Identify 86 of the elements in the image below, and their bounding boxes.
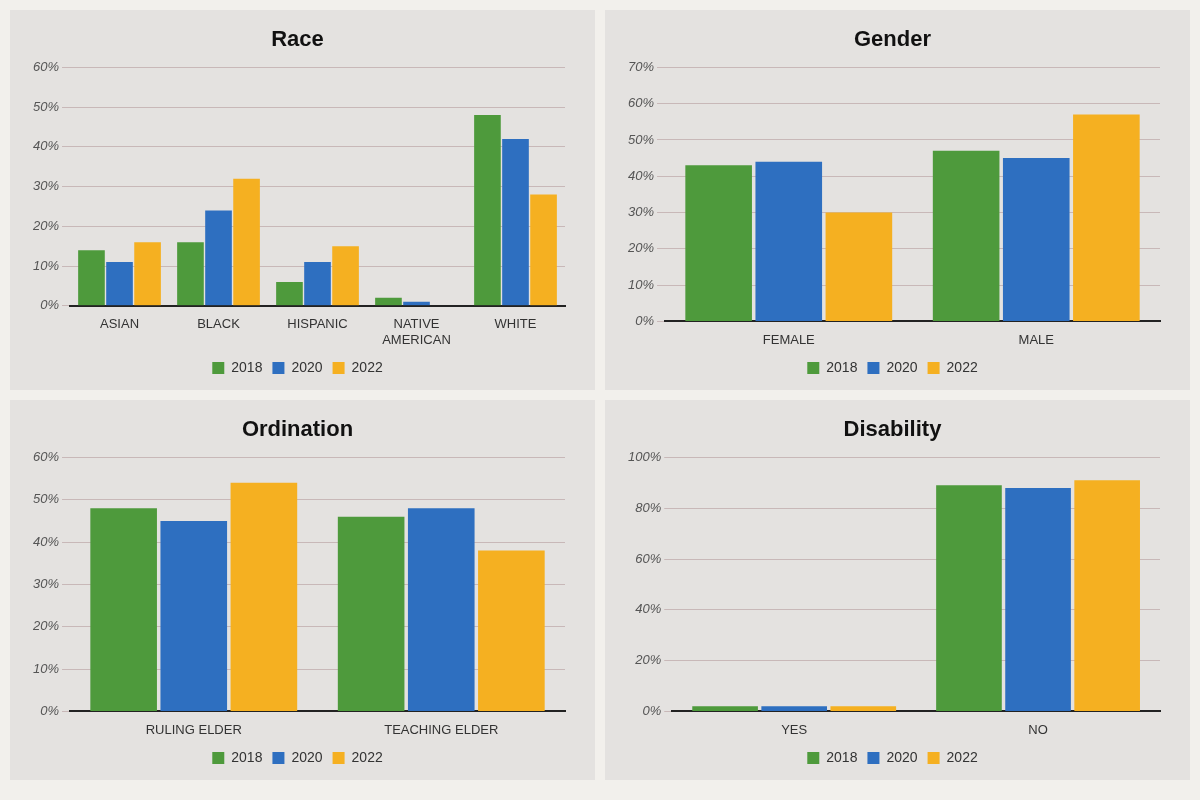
y-tick-label: 20% <box>626 240 655 256</box>
legend-label: 2018 <box>231 748 263 765</box>
legend-label: 2022 <box>351 358 383 375</box>
y-tick-label: 20% <box>634 652 662 668</box>
y-tick-label: 0% <box>40 297 60 313</box>
legend-label: 2020 <box>291 748 323 765</box>
y-tick-label: 0% <box>635 313 655 329</box>
bar <box>474 115 501 306</box>
y-tick-label: 0% <box>642 703 662 719</box>
x-tick-label: HISPANIC <box>287 316 348 332</box>
chart-title: Ordination <box>241 416 354 442</box>
y-tick-label: 10% <box>32 257 60 273</box>
y-tick-label: 50% <box>32 491 60 507</box>
y-tick-label: 60% <box>635 550 662 566</box>
bar <box>407 508 475 711</box>
bar <box>936 485 1002 711</box>
y-tick-label: 30% <box>627 204 655 220</box>
y-tick-label: 40% <box>32 138 60 154</box>
legend-label: 2022 <box>351 748 383 765</box>
bar <box>530 194 557 306</box>
bar <box>761 706 828 711</box>
bar <box>1005 487 1071 711</box>
bar <box>755 161 823 321</box>
x-tick-label: NO <box>1028 721 1048 737</box>
bar <box>830 706 897 711</box>
bar <box>685 165 752 321</box>
y-tick-label: 60% <box>32 449 60 465</box>
x-tick-label: TEACHING ELDER <box>384 721 499 737</box>
y-tick-label: 40% <box>32 533 60 549</box>
x-tick-label: BLACK <box>197 316 241 332</box>
y-tick-label: 30% <box>32 576 60 592</box>
bar <box>337 516 405 711</box>
bar <box>375 297 402 306</box>
legend-label: 2018 <box>826 358 858 375</box>
bar <box>106 262 133 306</box>
y-tick-label: 20% <box>31 217 60 233</box>
chart-title: Disability <box>843 416 943 442</box>
bar <box>276 281 303 306</box>
legend-label: 2020 <box>886 748 918 765</box>
x-tick-label: RULING ELDER <box>145 721 242 737</box>
bar <box>134 242 161 306</box>
bar <box>160 520 228 711</box>
bar <box>825 212 893 321</box>
bar <box>230 482 298 711</box>
x-tick-label: ASIAN <box>100 316 140 332</box>
legend-label: 2018 <box>826 748 858 765</box>
legend-label: 2020 <box>291 358 323 375</box>
x-tick-label: WHITE <box>494 316 537 332</box>
bar <box>692 706 758 711</box>
legend-label: 2022 <box>946 358 978 375</box>
bar <box>1073 114 1140 321</box>
bar <box>932 150 1000 321</box>
bar <box>332 246 359 306</box>
x-tick-label: MALE <box>1018 331 1055 347</box>
y-tick-label: 0% <box>40 703 60 719</box>
y-tick-label: 10% <box>627 276 655 292</box>
legend-label: 2020 <box>886 358 918 375</box>
x-tick-label: YES <box>781 721 808 737</box>
bar <box>205 210 232 306</box>
y-tick-label: 40% <box>635 601 662 617</box>
bar <box>1002 158 1070 321</box>
y-tick-label: 10% <box>32 660 60 676</box>
bar <box>478 550 545 711</box>
legend-label: 2018 <box>231 358 263 375</box>
y-tick-label: 70% <box>627 59 655 75</box>
bar <box>177 242 204 306</box>
bar <box>233 178 260 306</box>
legend-label: 2022 <box>946 748 978 765</box>
bar <box>1074 480 1140 711</box>
y-tick-label: 30% <box>32 178 60 194</box>
y-tick-label: 50% <box>32 98 60 114</box>
bar <box>304 262 331 306</box>
y-tick-label: 60% <box>32 59 60 75</box>
y-tick-label: 50% <box>627 131 655 147</box>
bar <box>90 508 157 711</box>
y-tick-label: 20% <box>31 618 60 634</box>
chart-title: Race <box>271 26 324 52</box>
x-tick-label: NATIVE AMERICAN <box>382 316 451 347</box>
bar <box>502 138 529 306</box>
bar <box>78 250 105 306</box>
y-tick-label: 40% <box>627 167 655 183</box>
y-tick-label: 60% <box>627 95 655 111</box>
chart-title: Gender <box>853 26 932 52</box>
y-tick-label: 100% <box>628 449 662 465</box>
y-tick-label: 80% <box>635 499 662 515</box>
x-tick-label: FEMALE <box>762 331 816 347</box>
